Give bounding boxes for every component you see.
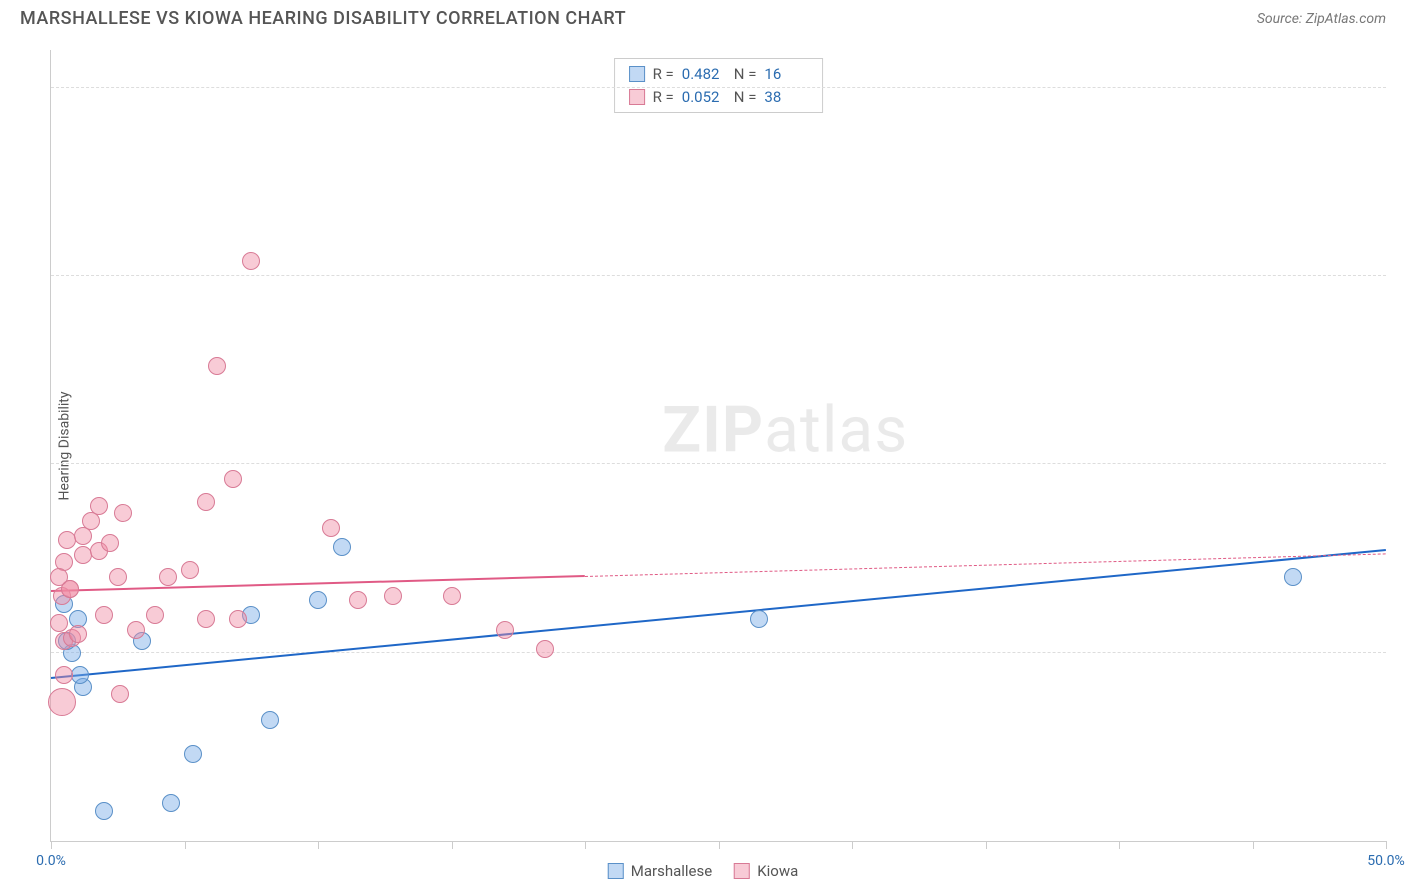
x-tick [852,841,853,849]
x-tick [318,841,319,849]
gridline [51,652,1386,653]
legend-item: Kiowa [734,862,798,880]
stat-n-value: 38 [764,86,808,109]
data-point [208,357,226,375]
data-point [95,802,113,820]
data-point [322,519,340,537]
chart-title: MARSHALLESE VS KIOWA HEARING DISABILITY … [20,8,626,29]
trend-line-extrapolated [585,554,1386,578]
stats-legend-box: R = 0.482 N = 16 R = 0.052 N = 38 [614,58,824,113]
watermark-rest: atlas [764,392,908,467]
data-point [181,561,199,579]
data-point [1284,568,1302,586]
stat-r-label: R = [653,86,674,109]
data-point [224,470,242,488]
data-point [197,610,215,628]
source-name: ZipAtlas.com [1306,11,1386,27]
x-tick [719,841,720,849]
data-point [349,591,367,609]
data-point [114,504,132,522]
x-tick-label: 0.0% [36,853,66,869]
data-point [90,497,108,515]
watermark: ZIPatlas [662,392,908,467]
legend-swatch [608,863,624,879]
data-point [95,606,113,624]
x-tick [452,841,453,849]
data-point [50,568,68,586]
watermark-bold: ZIP [662,392,764,467]
gridline [51,87,1386,88]
stat-n-value: 16 [764,63,808,86]
data-point [101,534,119,552]
data-point [109,568,127,586]
series-swatch [629,66,645,82]
plot-region: ZIPatlas R =0.482N =16R =0.052N =38 5.0%… [50,50,1386,842]
y-tick-label: 15.0% [1391,268,1406,284]
chart-area: ZIPatlas R =0.482N =16R =0.052N =38 5.0%… [50,50,1386,842]
data-point [184,745,202,763]
series-swatch [629,89,645,105]
data-point [162,794,180,812]
source-attribution: Source: ZipAtlas.com [1257,11,1386,27]
x-tick [986,841,987,849]
x-tick [51,841,52,849]
data-point [309,591,327,609]
data-point [536,640,554,658]
data-point [127,621,145,639]
gridline [51,275,1386,276]
x-tick [1119,841,1120,849]
stats-row: R = 0.482 N = 16 [629,63,809,86]
y-tick-label: 5.0% [1391,645,1406,661]
x-tick [1386,841,1387,849]
data-point [111,685,129,703]
bottom-legend: Marshallese Kiowa [608,862,799,880]
data-point [384,587,402,605]
data-point [197,493,215,511]
data-point [242,252,260,270]
gridline [51,463,1386,464]
legend-label: Marshallese [631,862,712,880]
stat-n-label: N = [734,86,757,109]
data-point [48,688,76,716]
header: MARSHALLESE VS KIOWA HEARING DISABILITY … [0,0,1406,33]
y-tick-label: 10.0% [1391,456,1406,472]
stat-r-value: 0.052 [682,86,726,109]
data-point [443,587,461,605]
stat-r-value: 0.482 [682,63,726,86]
data-point [750,610,768,628]
stat-r-label: R = [653,63,674,86]
legend-swatch [734,863,750,879]
data-point [50,614,68,632]
stats-row: R = 0.052 N = 38 [629,86,809,109]
data-point [229,610,247,628]
data-point [69,625,87,643]
data-point [55,666,73,684]
data-point [71,666,89,684]
x-tick [585,841,586,849]
y-tick-label: 20.0% [1391,80,1406,96]
legend-label: Kiowa [757,862,798,880]
trend-line [51,575,585,592]
x-tick [185,841,186,849]
data-point [496,621,514,639]
data-point [261,711,279,729]
x-tick [1253,841,1254,849]
data-point [333,538,351,556]
data-point [146,606,164,624]
data-point [159,568,177,586]
stat-n-label: N = [734,63,757,86]
x-tick-label: 50.0% [1367,853,1405,869]
source-prefix: Source: [1257,11,1306,27]
legend-item: Marshallese [608,862,712,880]
